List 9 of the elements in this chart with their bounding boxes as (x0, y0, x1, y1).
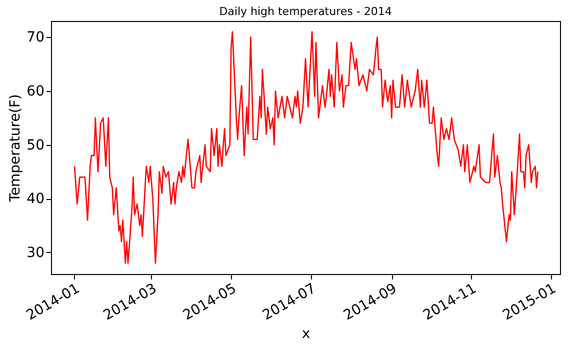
y-tick-label: 60 (26, 83, 44, 100)
y-tick-label: 50 (26, 137, 44, 154)
chart-title: Daily high temperatures - 2014 (219, 5, 392, 18)
x-axis-title: x (302, 326, 310, 342)
y-axis-title: Temperature(F) (8, 94, 24, 203)
y-tick-label: 40 (26, 191, 44, 208)
y-tick-label: 70 (26, 30, 44, 46)
y-tick-label: 30 (26, 244, 44, 261)
line-series (74, 31, 538, 264)
